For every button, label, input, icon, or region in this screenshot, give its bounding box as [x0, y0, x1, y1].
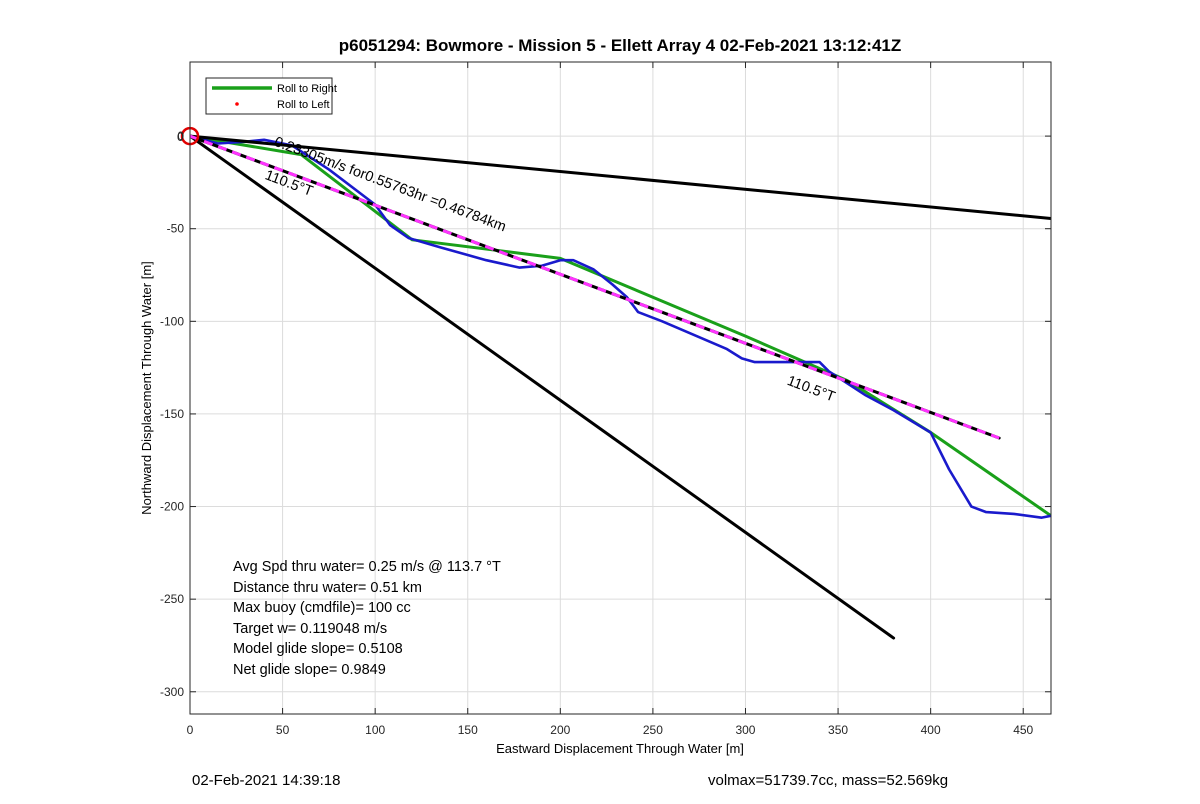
grid-lines	[189, 62, 1051, 714]
info-distance: Distance thru water= 0.51 km	[233, 580, 422, 596]
series-heading-line-steep	[190, 134, 896, 640]
x-axis-label: Eastward Displacement Through Water [m]	[496, 741, 744, 756]
x-tick-label: 200	[550, 723, 570, 737]
y-tick-label: 0	[177, 129, 184, 143]
x-tick-label: 400	[921, 723, 941, 737]
series-heading-line-shallow	[190, 134, 1051, 221]
y-axis-label: Northward Displacement Through Water [m]	[139, 261, 154, 515]
series-layer	[190, 134, 1051, 640]
plot-area	[190, 62, 1051, 714]
x-tick-label: 250	[643, 723, 663, 737]
x-tick-label: 350	[828, 723, 848, 737]
series-mean-track-dashes	[190, 134, 1000, 440]
info-net-glide-slope: Net glide slope= 0.9849	[233, 662, 386, 678]
axis-ticks	[189, 62, 1051, 714]
legend: Roll to Right Roll to Left	[205, 77, 337, 115]
y-tick-label: -250	[160, 592, 184, 606]
info-max-buoy: Max buoy (cmdfile)= 100 cc	[233, 600, 411, 616]
x-tick-label: 0	[187, 723, 194, 737]
legend-label-roll-left: Roll to Left	[277, 99, 330, 111]
legend-box	[205, 77, 333, 115]
info-avg-speed: Avg Spd thru water= 0.25 m/s @ 113.7 °T	[233, 559, 501, 575]
x-tick-label: 100	[365, 723, 385, 737]
axes-box	[189, 61, 1052, 715]
info-model-glide-slope: Model glide slope= 0.5108	[233, 641, 403, 657]
y-tick-label: -150	[160, 407, 184, 421]
series-track-line	[190, 134, 1051, 519]
chart-title: p6051294: Bowmore - Mission 5 - Ellett A…	[339, 36, 902, 55]
x-tick-labels: 0 50 100 150 200 250 300 350 400 450	[187, 723, 1034, 737]
footer-summary: volmax=51739.7cc, mass=52.569kg	[708, 772, 949, 789]
info-text-block: Avg Spd thru water= 0.25 m/s @ 113.7 °T …	[233, 559, 501, 678]
origin-tick-label: 0	[177, 130, 184, 144]
x-tick-label: 300	[735, 723, 755, 737]
legend-swatch-roll-left	[235, 102, 239, 106]
legend-label-roll-right: Roll to Right	[277, 83, 337, 95]
y-tick-label: -300	[160, 685, 184, 699]
x-tick-label: 50	[276, 723, 290, 737]
y-tick-label: -50	[167, 222, 185, 236]
info-target-w: Target w= 0.119048 m/s	[233, 621, 387, 637]
x-tick-label: 450	[1013, 723, 1033, 737]
y-tick-label: -100	[160, 314, 184, 328]
x-tick-label: 150	[458, 723, 478, 737]
y-tick-label: -200	[160, 500, 184, 514]
y-tick-labels: 0 -50 -100 -150 -200 -250 -300	[160, 129, 184, 699]
footer-timestamp: 02-Feb-2021 14:39:18	[192, 772, 341, 789]
